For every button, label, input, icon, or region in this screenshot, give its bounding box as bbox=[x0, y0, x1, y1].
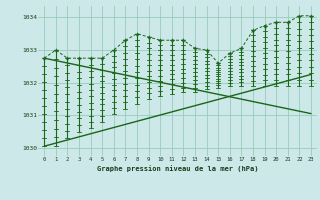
X-axis label: Graphe pression niveau de la mer (hPa): Graphe pression niveau de la mer (hPa) bbox=[97, 165, 258, 172]
